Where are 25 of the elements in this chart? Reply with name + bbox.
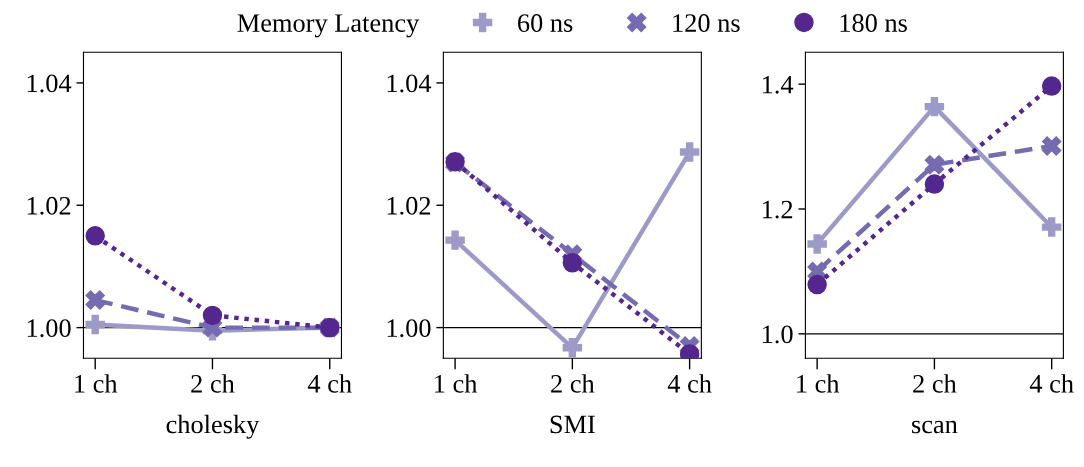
x-tick-label: 2 ch [913,374,957,393]
y-tick-label: 1.0 [762,325,793,344]
x-tick-label: 1 ch [75,374,118,393]
x-tick-label: 4 ch [1029,374,1074,393]
legend-label: 60 ns [518,14,573,32]
x-tick-label: 1 ch [435,374,478,393]
x-tick-label: 2 ch [551,374,595,393]
x-tick-label: 1 ch [797,374,840,393]
y-tick-label: 1.4 [762,75,794,94]
x-axis-title: cholesky [166,414,260,439]
y-tick-label: 1.00 [387,319,431,338]
legend-label: 180 ns [840,14,907,32]
y-tick-label: 1.02 [387,196,431,215]
y-tick-label: 1.2 [762,200,793,219]
x-tick-label: 4 ch [307,374,352,393]
y-tick-label: 1.04 [27,74,72,93]
x-tick-label: 2 ch [191,374,235,393]
x-axis-title: SMI [550,415,595,434]
y-tick-label: 1.04 [387,74,432,93]
x-tick-label: 4 ch [667,374,712,393]
legend-title: Memory Latency [237,14,420,38]
legend-label: 120 ns [673,14,740,32]
y-tick-label: 1.00 [27,319,71,338]
y-tick-label: 1.02 [27,196,71,215]
x-axis-title: scan [912,420,958,434]
